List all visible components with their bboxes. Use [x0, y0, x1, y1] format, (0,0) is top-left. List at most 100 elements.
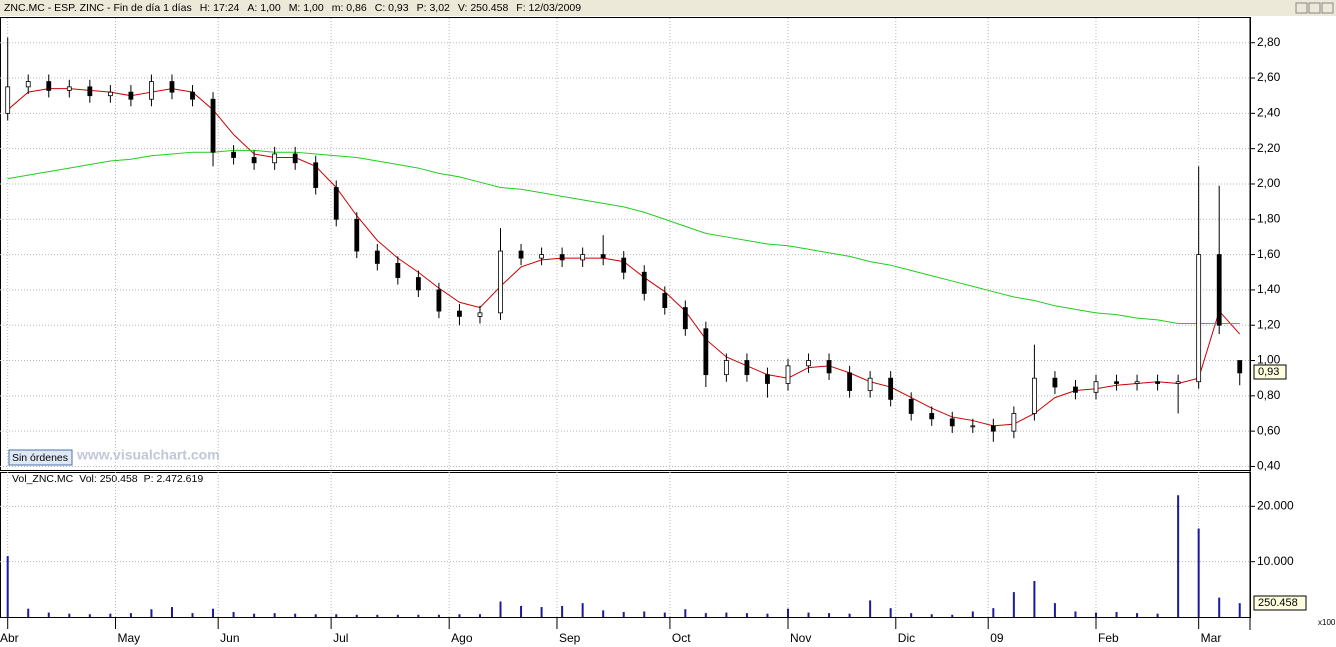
candle-body	[785, 365, 791, 384]
volume-header-item: Vol_ZNC.MC	[12, 473, 74, 485]
candle-body	[847, 372, 852, 391]
candle-body	[87, 86, 93, 97]
candle-body	[1073, 386, 1078, 393]
candle-body	[66, 86, 72, 91]
candle-body	[744, 360, 750, 376]
candle-body	[621, 257, 627, 273]
candle-body	[210, 98, 216, 153]
last-volume-label: 250.458	[1258, 597, 1298, 609]
candle-body	[374, 250, 380, 264]
candle-body	[107, 91, 113, 97]
header: ZNC.MC - ESP. ZINC - Fin de día 1 días H:…	[4, 2, 581, 14]
candle-body	[5, 86, 11, 114]
candle-body	[682, 307, 688, 330]
y-tick-label: 2,60	[1257, 70, 1281, 84]
maximize-button[interactable]	[1308, 2, 1321, 14]
candle-body	[826, 360, 832, 374]
candle-body	[25, 81, 31, 88]
x-tick-label: Oct	[672, 631, 691, 645]
minimize-button[interactable]	[1295, 2, 1308, 14]
candle-body	[539, 254, 544, 259]
candle-body	[662, 293, 668, 308]
header-item: M: 1,00	[289, 2, 324, 14]
button-label: Sin órdenes	[12, 452, 68, 464]
header-item: V: 250.458	[458, 2, 509, 14]
x-tick-label: Abr	[0, 631, 19, 645]
candle-body	[765, 374, 770, 384]
candle-body	[929, 413, 935, 420]
header-item: A: 1,00	[247, 2, 280, 14]
candle-body	[1052, 377, 1058, 388]
candle-body	[190, 91, 195, 100]
candle-body	[415, 277, 421, 291]
y-tick-label: 20.000	[1257, 498, 1294, 512]
candle-body	[272, 153, 278, 164]
x-tick-label: May	[118, 631, 141, 645]
x-tick-label: Jun	[220, 631, 239, 645]
candle-body	[559, 254, 565, 261]
candle-body	[888, 377, 894, 400]
close-button[interactable]	[1321, 2, 1334, 14]
y-tick-label: 0,80	[1257, 388, 1281, 402]
price-panel	[0, 17, 1251, 471]
candle-body	[1114, 381, 1119, 384]
y-tick-label: 1,60	[1257, 247, 1281, 261]
header-item: F: 12/03/2009	[516, 2, 581, 14]
volume-header-item: Vol: 250.458	[79, 473, 138, 485]
header-item: P: 3,02	[417, 2, 450, 14]
watermark: www.visualchart.com	[76, 447, 220, 463]
candle-body	[169, 81, 175, 93]
candle-body	[498, 250, 503, 314]
candle-body	[1134, 381, 1140, 384]
candle-body	[518, 250, 524, 259]
volume-panel	[0, 472, 1251, 618]
candle-body	[1031, 377, 1037, 414]
x-tick-label: Nov	[790, 631, 811, 645]
y-tick-label: 1,40	[1257, 282, 1281, 296]
candle-body	[1011, 413, 1017, 432]
x-tick-label: Ago	[451, 631, 473, 645]
candle-body	[292, 153, 298, 164]
y-tick-label: 2,20	[1257, 141, 1281, 155]
candle-body	[949, 418, 955, 427]
candle-body	[580, 254, 586, 261]
candle-body	[703, 328, 709, 376]
candle-body	[1237, 360, 1243, 374]
y-tick-label: 1,20	[1257, 317, 1281, 331]
candle-body	[600, 254, 606, 259]
scale-note: x100	[1318, 618, 1336, 627]
candle-body	[641, 271, 647, 294]
y-tick-label: 10.000	[1257, 554, 1294, 568]
candle-body	[333, 187, 339, 220]
candle-body	[1196, 254, 1202, 383]
y-tick-label: 2,40	[1257, 106, 1281, 120]
header-item: C: 0,93	[375, 2, 409, 14]
x-tick-label: Feb	[1098, 631, 1119, 645]
candle-body	[149, 81, 154, 100]
last-volume-box	[1253, 595, 1307, 611]
candle-body	[313, 162, 319, 188]
candle-body	[1093, 381, 1099, 393]
y-tick-label: 0,40	[1257, 459, 1281, 473]
candle-body	[806, 360, 811, 367]
candle-body	[436, 289, 442, 312]
x-tick-label: Jul	[333, 631, 348, 645]
x-tick-label: Sep	[559, 631, 581, 645]
candle-body	[723, 360, 729, 376]
candle-body	[128, 91, 134, 100]
candle-body	[867, 377, 873, 391]
orders-button[interactable]	[8, 449, 73, 466]
candle-body	[1175, 381, 1181, 384]
candle-body	[990, 425, 996, 432]
candle-body	[457, 310, 462, 317]
candle-body	[1155, 381, 1160, 384]
x-tick-label: Mar	[1201, 631, 1222, 645]
candle-body	[231, 151, 236, 158]
x-tick-label: Dic	[898, 631, 915, 645]
candle-body	[970, 425, 976, 428]
header-bar	[0, 0, 1336, 16]
header-item: m: 0,86	[332, 2, 367, 14]
last-price-box	[1253, 364, 1287, 380]
